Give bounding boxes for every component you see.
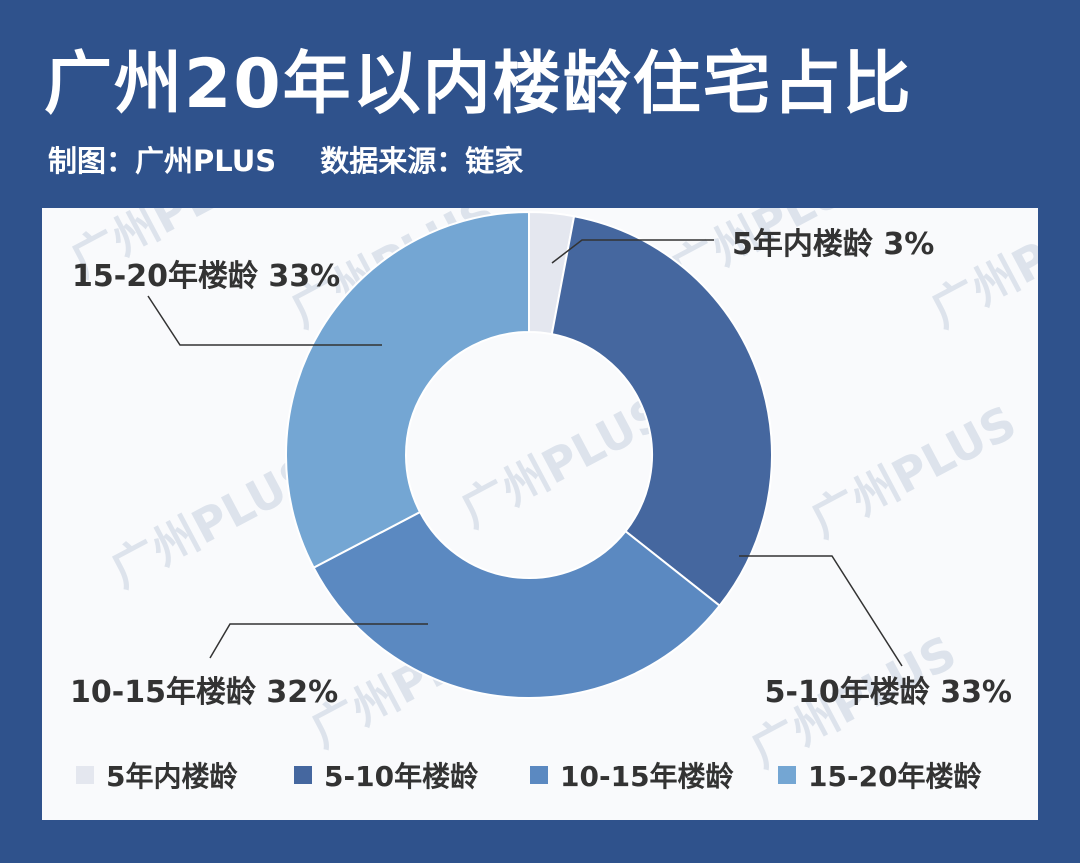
watermark-text: 广州PLUS [922, 208, 1038, 338]
credit-text: 制图：广州PLUS [48, 144, 277, 178]
donut-slices [285, 210, 773, 699]
donut-slice [312, 510, 722, 699]
legend-label: 15-20年楼龄 [808, 760, 983, 793]
legend-label: 5-10年楼龄 [324, 760, 479, 793]
donut-slice [550, 215, 773, 608]
leader-line [209, 623, 428, 659]
watermark-text: 广州PLUS [802, 395, 1025, 548]
donut-slice [285, 210, 530, 570]
legend-swatch [294, 766, 312, 784]
legend-swatch [778, 766, 796, 784]
slice-label: 15-20年楼龄 33% [72, 259, 340, 294]
legend-label: 5年内楼龄 [106, 760, 238, 793]
leader-line [739, 555, 903, 667]
legend: 5年内楼龄 5-10年楼龄 10-15年楼龄 15-20年楼龄 [76, 760, 983, 793]
chart-title: 广州20年以内楼龄住宅占比 [44, 45, 913, 124]
legend-label: 10-15年楼龄 [560, 760, 735, 793]
slice-label: 5-10年楼龄 33% [765, 675, 1012, 710]
leader-lines [147, 239, 903, 667]
legend-swatch [530, 766, 548, 784]
leader-line [551, 239, 714, 264]
source-text: 数据来源：链家 [320, 144, 524, 178]
slice-label: 5年内楼龄 3% [732, 227, 934, 262]
chart-card: 广州PLUS 广州PLUS 广州PLUS 广州PLUS 广州PLUS 广州PLUS 广州PL… [42, 208, 1038, 820]
legend-swatch [76, 766, 94, 784]
slice-label: 10-15年楼龄 32% [70, 675, 338, 710]
slice-labels: 5年内楼龄 3% 5-10年楼龄 33% 10-15年楼龄 32% 15-20年楼龄 … [70, 227, 1012, 710]
leader-line [147, 295, 382, 346]
chart-subtitle: 制图：广州PLUS 数据来源：链家 [48, 138, 523, 180]
